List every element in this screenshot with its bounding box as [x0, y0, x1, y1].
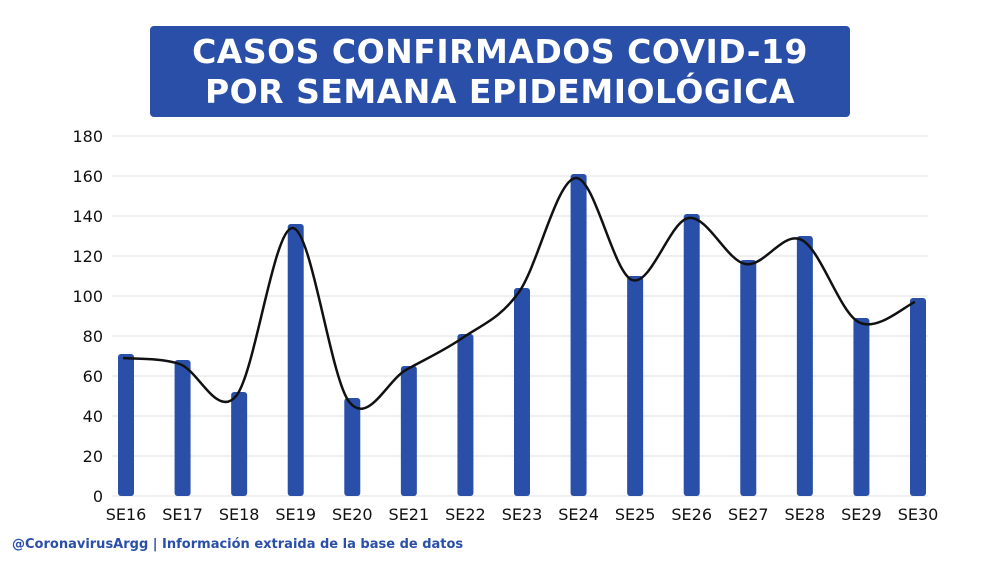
- bar-se22: [457, 334, 474, 496]
- bar-se18: [231, 392, 248, 496]
- y-tick-label: 40: [83, 407, 103, 426]
- x-tick-label: SE26: [671, 505, 712, 524]
- trend-line: [122, 176, 916, 410]
- bar-se21: [400, 366, 417, 496]
- y-tick-label: 140: [72, 207, 103, 226]
- bar-se24: [570, 174, 587, 496]
- x-tick-label: SE25: [615, 505, 656, 524]
- x-tick-label: SE16: [106, 505, 147, 524]
- x-tick-label: SE28: [785, 505, 826, 524]
- x-tick-label: SE21: [389, 505, 430, 524]
- bar-se17: [174, 360, 191, 496]
- x-tick-label: SE29: [841, 505, 882, 524]
- x-tick-label: SE24: [558, 505, 599, 524]
- bar-se20: [344, 398, 361, 496]
- x-tick-label: SE27: [728, 505, 769, 524]
- bar-se16: [118, 354, 134, 496]
- y-tick-label: 120: [72, 247, 103, 266]
- y-tick-label: 80: [83, 327, 103, 346]
- x-tick-label: SE23: [502, 505, 543, 524]
- bar-se23: [514, 288, 530, 496]
- bar-se19: [287, 224, 304, 496]
- x-tick-label: SE20: [332, 505, 373, 524]
- x-tick-label: SE30: [898, 505, 939, 524]
- bar-se27: [740, 260, 757, 496]
- y-tick-label: 160: [72, 167, 103, 186]
- x-tick-label: SE18: [219, 505, 260, 524]
- bar-se28: [796, 236, 813, 496]
- y-tick-label: 20: [83, 447, 103, 466]
- y-tick-label: 100: [72, 287, 103, 306]
- chart-title-banner: CASOS CONFIRMADOS COVID-19 POR SEMANA EP…: [150, 26, 850, 117]
- chart-title-line-2: POR SEMANA EPIDEMIOLÓGICA: [204, 71, 796, 111]
- bar-se29: [853, 318, 870, 496]
- x-tick-label: SE22: [445, 505, 486, 524]
- y-tick-label: 0: [93, 487, 103, 506]
- y-tick-label: 60: [83, 367, 103, 386]
- x-tick-label: SE19: [275, 505, 316, 524]
- source-footer: @CoronavirusArgg | Información extraida …: [12, 537, 464, 552]
- bar-se25: [627, 276, 644, 496]
- x-tick-label: SE17: [162, 505, 203, 524]
- bar-se26: [683, 214, 700, 496]
- y-tick-label: 180: [72, 127, 103, 146]
- chart-title-line-1: CASOS CONFIRMADOS COVID-19: [192, 31, 808, 71]
- bar-se30: [910, 298, 926, 496]
